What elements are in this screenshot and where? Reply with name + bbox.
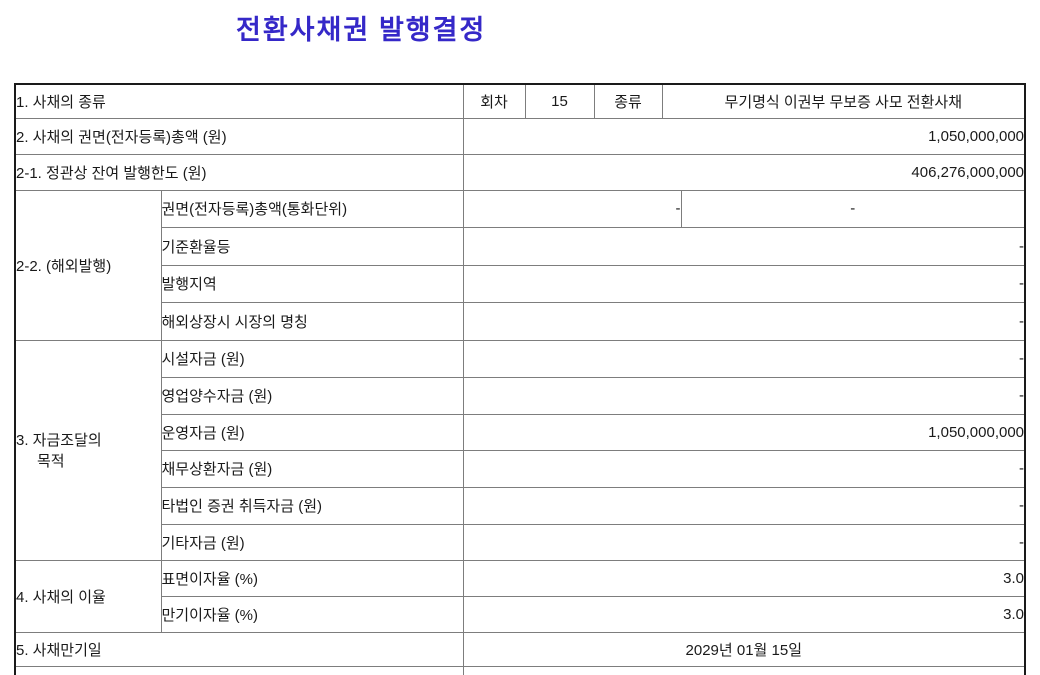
sub-label: 운영자금 (원) (160, 413, 464, 451)
value-cell: - (462, 226, 1026, 266)
sub-label: 해외상장시 시장의 명칭 (160, 301, 464, 341)
value-cell: - (462, 264, 1026, 303)
row-label: 5. 사채만기일 (14, 631, 464, 667)
kind-header-cell: 종류 (593, 83, 663, 119)
sub-label: 기준환율등 (160, 226, 464, 266)
sub-label: 타법인 증권 취득자금 (원) (160, 486, 464, 525)
table-row: 2. 사채의 권면(전자등록)총액 (원) 1,050,000,000 (14, 117, 1026, 155)
value-cell: - (462, 339, 1026, 378)
row-label: 1. 사채의 종류 (14, 83, 464, 119)
round-header-cell: 회차 (462, 83, 526, 119)
sub-label: 채무상환자금 (원) (160, 449, 464, 488)
value-cell: 1,050,000,000 (462, 117, 1026, 155)
group-label: 3. 자금조달의 목적 (14, 339, 162, 561)
value-cell: - (680, 189, 1026, 228)
table-row: 영업양수자금 (원) - (15, 376, 1026, 415)
sub-label: 발행지역 (160, 264, 464, 303)
value-cell: 1,050,000,000 (462, 413, 1026, 451)
table-row: 타법인 증권 취득자금 (원) - (15, 486, 1026, 525)
table-row: 발행지역 - (15, 264, 1026, 303)
value-cell: - (462, 376, 1026, 415)
value-cell: - (462, 189, 682, 228)
table-row: 운영자금 (원) 1,050,000,000 (15, 413, 1026, 451)
table-row: 3. 자금조달의 목적 시설자금 (원) - (14, 339, 1026, 561)
sub-label: 만기이자율 (%) (160, 595, 464, 633)
page-title: 전환사채권 발행결정 (236, 15, 487, 45)
table-row: 기준환율등 - (15, 226, 1026, 266)
convertible-bond-report-table: 1. 사채의 종류 회차 15 종류 무기명식 이권부 무보증 사모 전환사채 … (14, 83, 1027, 675)
table-row: 해외상장시 시장의 명칭 - (15, 301, 1026, 341)
value-cell: 3.0 (462, 559, 1026, 597)
value-cell: - (462, 301, 1026, 341)
row-label: 2-1. 정관상 잔여 발행한도 (원) (14, 153, 464, 191)
group-label: 2-2. (해외발행) (14, 189, 162, 341)
round-value-cell: 15 (524, 83, 595, 119)
table-row-partial (14, 665, 1026, 675)
group-label-line1: 3. 자금조달의 (16, 432, 102, 449)
sub-label: 기타자금 (원) (160, 523, 464, 561)
group-label: 4. 사채의 이율 (14, 559, 162, 633)
table-row: 채무상환자금 (원) - (15, 449, 1026, 488)
kind-value-cell: 무기명식 이권부 무보증 사모 전환사채 (661, 83, 1026, 119)
row-label-empty (14, 665, 464, 675)
group-label-line2: 목적 (37, 453, 65, 470)
row-label: 2. 사채의 권면(전자등록)총액 (원) (14, 117, 464, 155)
value-cell: 2029년 01월 15일 (462, 631, 1026, 667)
value-cell: 3.0 (462, 595, 1026, 633)
value-cell: - (462, 486, 1026, 525)
table-row: 4. 사채의 이율 표면이자율 (%) 3.0 (14, 559, 1026, 633)
table-row: 2-2. (해외발행) 권면(전자등록)총액(통화단위) - - (14, 189, 1026, 341)
sub-label: 영업양수자금 (원) (160, 376, 464, 415)
sub-label: 시설자금 (원) (160, 339, 464, 378)
table-row: 1. 사채의 종류 회차 15 종류 무기명식 이권부 무보증 사모 전환사채 (14, 83, 1026, 119)
value-cell: - (462, 449, 1026, 488)
table-row: 5. 사채만기일 2029년 01월 15일 (14, 631, 1026, 667)
value-cell: - (462, 523, 1026, 561)
table-row: 만기이자율 (%) 3.0 (15, 595, 1026, 633)
sub-label: 표면이자율 (%) (160, 559, 464, 597)
sub-label: 권면(전자등록)총액(통화단위) (160, 189, 464, 228)
table-row: 2-1. 정관상 잔여 발행한도 (원) 406,276,000,000 (14, 153, 1026, 191)
value-cell-empty (462, 665, 1026, 675)
value-cell: 406,276,000,000 (462, 153, 1026, 191)
table-row: 기타자금 (원) - (15, 523, 1026, 561)
